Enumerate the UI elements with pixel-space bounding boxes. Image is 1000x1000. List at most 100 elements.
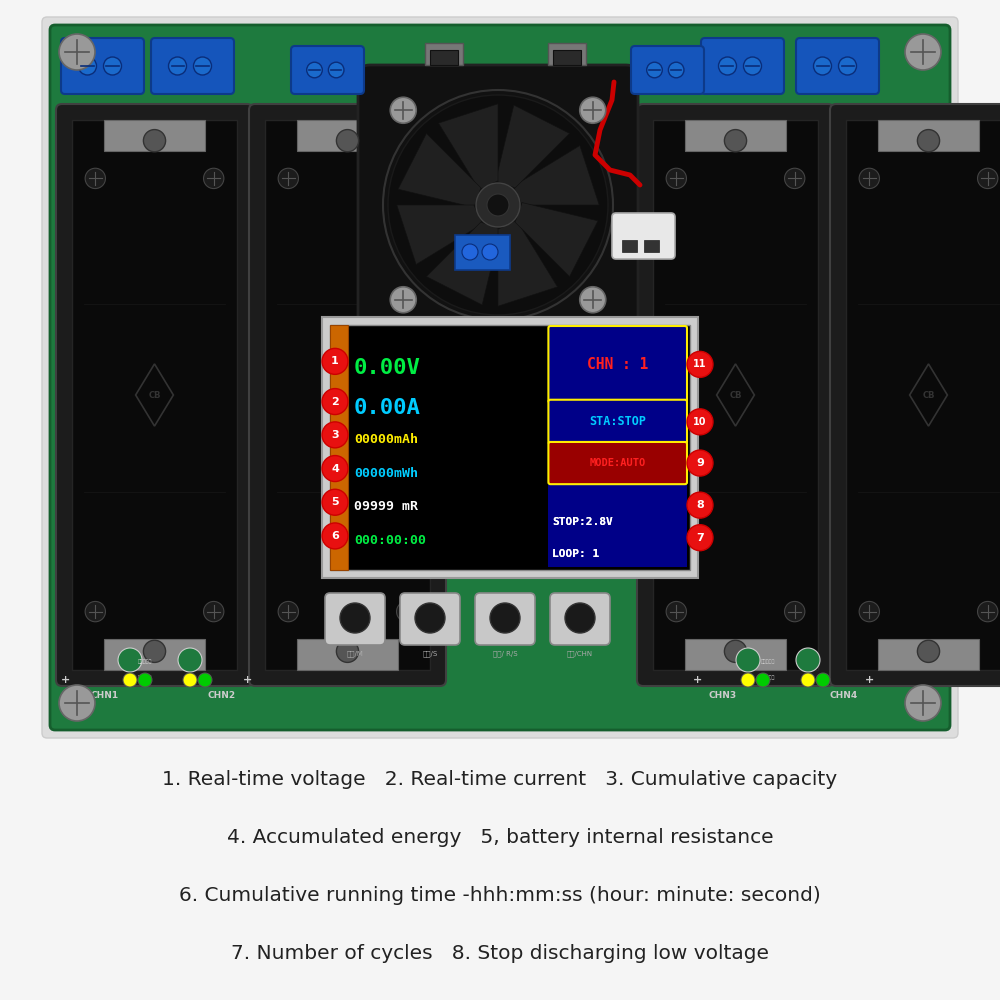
Bar xyxy=(622,240,637,252)
Bar xyxy=(653,120,818,670)
Text: CHN : 1: CHN : 1 xyxy=(587,357,648,372)
Text: LOOP: 1: LOOP: 1 xyxy=(552,549,600,559)
Circle shape xyxy=(838,57,856,75)
FancyBboxPatch shape xyxy=(548,400,687,444)
Circle shape xyxy=(736,648,760,672)
Bar xyxy=(297,120,398,151)
FancyBboxPatch shape xyxy=(56,104,253,686)
Circle shape xyxy=(322,456,348,482)
Circle shape xyxy=(397,168,417,189)
Text: CB: CB xyxy=(148,390,161,399)
Text: 常亮：完成: 常亮：完成 xyxy=(138,674,152,680)
Circle shape xyxy=(718,57,736,75)
Text: STOP:2.8V: STOP:2.8V xyxy=(552,517,613,527)
Text: 闪烁：运行: 闪烁：运行 xyxy=(138,660,152,664)
Polygon shape xyxy=(513,146,599,205)
Circle shape xyxy=(322,489,348,515)
Circle shape xyxy=(905,685,941,721)
Circle shape xyxy=(78,57,96,75)
Circle shape xyxy=(390,287,416,313)
Text: +: + xyxy=(693,675,703,685)
Text: 闪烁：运行: 闪烁：运行 xyxy=(761,660,775,664)
Text: 6: 6 xyxy=(331,531,339,541)
Text: +: + xyxy=(243,675,253,685)
Text: 8: 8 xyxy=(696,500,704,510)
Circle shape xyxy=(482,244,498,260)
Polygon shape xyxy=(398,133,481,207)
Circle shape xyxy=(178,648,202,672)
Text: MODE:AUTO: MODE:AUTO xyxy=(590,458,646,468)
Circle shape xyxy=(666,168,686,189)
Text: 启动/ R/S: 启动/ R/S xyxy=(493,650,517,657)
Circle shape xyxy=(917,640,940,662)
FancyBboxPatch shape xyxy=(475,593,535,645)
Circle shape xyxy=(118,648,142,672)
Text: 09999 mR: 09999 mR xyxy=(354,500,418,513)
Circle shape xyxy=(104,57,122,75)
Bar xyxy=(265,120,430,670)
Bar xyxy=(322,317,698,578)
Text: 4. Accumulated energy   5, battery internal resistance: 4. Accumulated energy 5, battery interna… xyxy=(227,828,773,847)
Circle shape xyxy=(322,523,348,549)
FancyBboxPatch shape xyxy=(631,46,704,94)
Circle shape xyxy=(687,450,713,476)
FancyBboxPatch shape xyxy=(796,38,879,94)
FancyBboxPatch shape xyxy=(325,593,385,645)
Circle shape xyxy=(85,168,105,189)
Bar xyxy=(644,240,659,252)
Circle shape xyxy=(143,640,166,662)
Circle shape xyxy=(668,62,684,78)
Text: 常亮：完成: 常亮：完成 xyxy=(761,674,775,680)
FancyBboxPatch shape xyxy=(61,38,144,94)
Circle shape xyxy=(168,57,186,75)
Text: CB: CB xyxy=(922,390,935,399)
Circle shape xyxy=(143,130,166,152)
Circle shape xyxy=(801,673,815,687)
Circle shape xyxy=(193,57,211,75)
Bar xyxy=(548,517,684,567)
Circle shape xyxy=(278,601,298,622)
Bar xyxy=(104,639,205,670)
Text: +: + xyxy=(864,675,874,685)
Circle shape xyxy=(647,62,662,78)
Circle shape xyxy=(322,422,348,448)
Text: 6. Cumulative running time -hhh:mm:ss (hour: minute: second): 6. Cumulative running time -hhh:mm:ss (h… xyxy=(179,886,821,905)
Text: 00000mAh: 00000mAh xyxy=(354,433,418,446)
Bar xyxy=(878,120,979,151)
Polygon shape xyxy=(426,222,500,305)
Circle shape xyxy=(580,97,606,123)
Bar xyxy=(330,325,348,570)
Text: CHN2: CHN2 xyxy=(208,691,236,700)
Circle shape xyxy=(383,90,613,320)
Circle shape xyxy=(322,348,348,374)
Text: 通道/CHN: 通道/CHN xyxy=(567,650,593,657)
Circle shape xyxy=(687,492,713,518)
Circle shape xyxy=(816,673,830,687)
Bar xyxy=(430,50,458,65)
Circle shape xyxy=(462,244,478,260)
Circle shape xyxy=(336,130,359,152)
Text: CB: CB xyxy=(341,390,354,399)
Text: 9: 9 xyxy=(696,458,704,468)
Bar xyxy=(330,325,690,570)
Circle shape xyxy=(397,601,417,622)
Text: 7: 7 xyxy=(696,533,704,543)
Text: 调整/S: 调整/S xyxy=(422,650,438,657)
Circle shape xyxy=(859,601,879,622)
Polygon shape xyxy=(439,104,498,190)
Text: 11: 11 xyxy=(693,359,707,369)
Bar xyxy=(846,120,1000,670)
Circle shape xyxy=(687,409,713,435)
FancyBboxPatch shape xyxy=(151,38,234,94)
Text: 00000mWh: 00000mWh xyxy=(354,467,418,480)
Circle shape xyxy=(741,673,755,687)
FancyBboxPatch shape xyxy=(291,46,364,94)
Text: STOP:2.8V: STOP:2.8V xyxy=(552,517,613,527)
Circle shape xyxy=(724,640,747,662)
Bar xyxy=(685,120,786,151)
Circle shape xyxy=(388,95,608,315)
FancyBboxPatch shape xyxy=(830,104,1000,686)
Polygon shape xyxy=(498,220,557,306)
FancyBboxPatch shape xyxy=(400,593,460,645)
Circle shape xyxy=(724,130,747,152)
